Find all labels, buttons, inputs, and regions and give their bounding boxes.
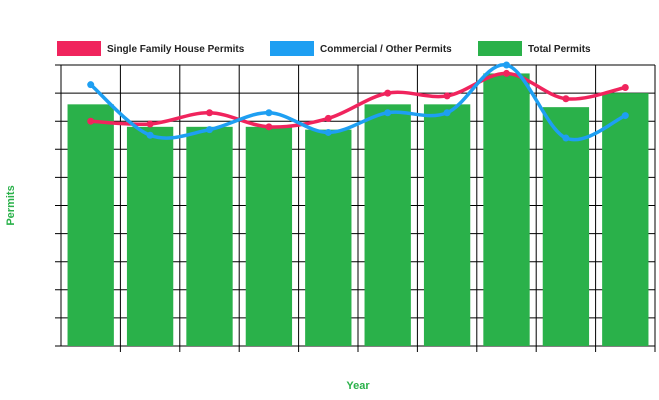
bar-total-permits — [305, 129, 352, 346]
point-commercial — [206, 126, 213, 134]
legend-swatch — [270, 41, 314, 56]
bar-total-permits — [67, 104, 114, 346]
y-axis-title: Permits — [5, 185, 17, 225]
series-line-commercial — [88, 63, 628, 142]
legend-item: Total Permits — [478, 41, 591, 56]
point-single-family — [562, 95, 570, 103]
point-commercial — [503, 61, 510, 69]
bar-total-permits — [423, 104, 471, 346]
point-single-family — [324, 114, 332, 122]
x-axis-title: Year — [346, 380, 370, 392]
series-line-single-family — [88, 71, 628, 129]
point-commercial — [562, 134, 570, 142]
bar-total-permits — [483, 73, 530, 347]
bar-total-permits — [364, 104, 411, 346]
legend-label: Single Family House Permits — [107, 44, 245, 55]
legend-label: Total Permits — [528, 44, 591, 55]
lines — [87, 61, 629, 142]
point-single-family — [621, 83, 629, 91]
bar-total-permits — [245, 126, 293, 346]
point-single-family — [87, 117, 95, 125]
bar-total-permits — [126, 126, 174, 346]
point-commercial — [621, 112, 629, 120]
point-single-family — [206, 109, 213, 117]
bar-total-permits — [542, 107, 590, 347]
point-single-family — [265, 123, 273, 131]
point-commercial — [384, 109, 392, 117]
point-commercial — [87, 81, 95, 89]
legend-item: Single Family House Permits — [57, 41, 245, 56]
point-single-family — [503, 69, 510, 77]
legend: Single Family House Permits Commercial / … — [57, 41, 591, 56]
point-commercial — [265, 109, 273, 117]
point-commercial — [443, 109, 451, 117]
point-single-family — [146, 120, 154, 128]
legend-swatch — [478, 41, 522, 56]
bar-total-permits — [186, 126, 233, 346]
point-single-family — [384, 89, 392, 97]
bar-total-permits — [602, 93, 649, 346]
point-commercial — [324, 128, 332, 136]
legend-swatch — [57, 41, 101, 56]
legend-item: Commercial / Other Permits — [270, 41, 452, 56]
bars — [67, 73, 649, 347]
point-commercial — [146, 131, 154, 139]
point-single-family — [443, 92, 451, 100]
legend-label: Commercial / Other Permits — [320, 44, 452, 55]
